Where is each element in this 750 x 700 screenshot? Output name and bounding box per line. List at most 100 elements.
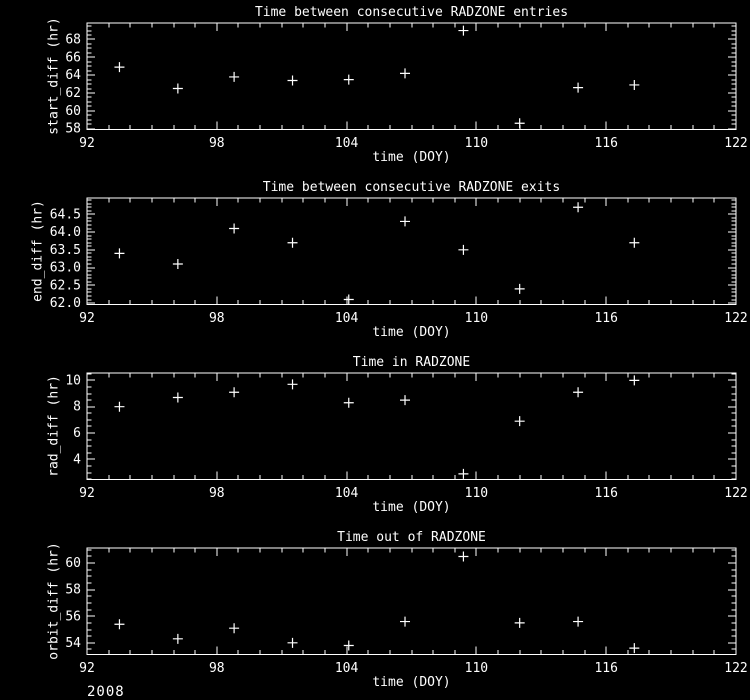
y-tick-label: 58 (65, 583, 81, 598)
plot-box (86, 547, 737, 655)
y-tick-label: 63.0 (50, 261, 81, 276)
data-point-marker (287, 637, 298, 648)
axes-group (86, 22, 737, 130)
y-tick-label: 62 (65, 86, 81, 101)
data-point-marker (400, 616, 411, 627)
labels-group: Time between consecutive RADZONE exits 92… (31, 180, 748, 340)
y-tick-label: 64 (65, 68, 81, 83)
x-axis-label: time (DOY) (372, 325, 450, 340)
data-point-marker (287, 237, 298, 248)
y-tick-label: 4 (73, 452, 81, 467)
y-tick-label: 60 (65, 104, 81, 119)
x-tick-label: 98 (209, 136, 225, 151)
x-tick-label: 122 (724, 661, 747, 676)
y-tick-label: 68 (65, 32, 81, 47)
data-point-marker (400, 216, 411, 227)
x-tick-label: 116 (594, 661, 617, 676)
data-point-marker (573, 616, 584, 627)
data-point-marker (343, 294, 354, 305)
labels-group: Time in RADZONE 92 98 104 110 116 122 4 6 8 10 time… (46, 355, 747, 515)
data-points-group (114, 375, 640, 479)
data-points-group (114, 202, 640, 305)
data-point-marker (400, 395, 411, 406)
data-point-marker (229, 387, 240, 398)
y-tick-label: 62.0 (50, 296, 81, 311)
x-tick-label: 122 (724, 136, 747, 151)
y-tick-label: 6 (73, 426, 81, 441)
data-point-marker (514, 118, 525, 129)
x-tick-label: 92 (79, 661, 95, 676)
x-tick-label: 92 (79, 311, 95, 326)
data-point-marker (114, 248, 125, 259)
axes-group (86, 197, 737, 305)
data-point-marker (514, 416, 525, 427)
plot-title: Time between consecutive RADZONE exits (263, 180, 560, 195)
labels-group: Time between consecutive RADZONE entries… (46, 5, 747, 165)
y-tick-label: 64.5 (50, 207, 81, 222)
data-points-group (114, 25, 640, 129)
data-point-marker (114, 619, 125, 630)
x-tick-label: 104 (335, 136, 359, 151)
axes-group (86, 547, 737, 655)
data-point-marker (114, 62, 125, 73)
data-point-marker (400, 68, 411, 79)
data-point-marker (514, 617, 525, 628)
x-tick-label: 110 (465, 311, 488, 326)
panel-time-out-of-radzone: Time out of RADZONE 92 98 104 110 116 122 54 56 5… (46, 530, 747, 690)
data-point-marker (629, 237, 640, 248)
plot-title: Time between consecutive RADZONE entries (255, 5, 568, 20)
x-tick-label: 98 (209, 661, 225, 676)
labels-group: Time out of RADZONE 92 98 104 110 116 122 54 56 5… (46, 530, 747, 690)
y-tick-label: 64.0 (50, 225, 81, 240)
plot-box (86, 372, 737, 480)
data-point-marker (629, 375, 640, 386)
data-point-marker (343, 640, 354, 651)
data-point-marker (573, 387, 584, 398)
x-tick-label: 104 (335, 486, 359, 501)
data-point-marker (573, 82, 584, 93)
data-point-marker (514, 283, 525, 294)
data-point-marker (229, 223, 240, 234)
data-point-marker (458, 551, 469, 562)
y-tick-label: 63.5 (50, 243, 81, 258)
data-point-marker (629, 79, 640, 90)
plot-box (86, 22, 737, 130)
data-point-marker (629, 643, 640, 654)
x-tick-label: 110 (465, 136, 488, 151)
y-tick-label: 60 (65, 556, 81, 571)
y-tick-label: 8 (73, 400, 81, 415)
x-tick-label: 116 (594, 136, 617, 151)
data-point-marker (458, 25, 469, 36)
y-tick-label: 56 (65, 609, 81, 624)
y-tick-label: 62.5 (50, 278, 81, 293)
x-tick-label: 116 (594, 486, 617, 501)
y-tick-label: 58 (65, 122, 81, 137)
x-tick-label: 98 (209, 311, 225, 326)
y-axis-label: end_diff (hr) (31, 200, 46, 302)
y-axis-label: start_diff (hr) (46, 17, 61, 134)
x-axis-label: time (DOY) (372, 150, 450, 165)
data-point-marker (573, 202, 584, 213)
plot-title: Time in RADZONE (353, 355, 470, 370)
data-point-marker (287, 75, 298, 86)
data-point-marker (172, 83, 183, 94)
x-tick-label: 110 (465, 486, 488, 501)
data-point-marker (458, 244, 469, 255)
y-tick-label: 54 (65, 636, 81, 651)
data-point-marker (172, 392, 183, 403)
x-tick-label: 98 (209, 486, 225, 501)
data-point-marker (287, 379, 298, 390)
y-axis-label: orbit_diff (hr) (46, 542, 61, 659)
data-point-marker (458, 468, 469, 479)
plot-box (86, 197, 737, 305)
x-tick-label: 104 (335, 311, 359, 326)
x-tick-label: 110 (465, 661, 488, 676)
x-tick-label: 92 (79, 486, 95, 501)
plot-title: Time out of RADZONE (337, 530, 486, 545)
axes-group (86, 372, 737, 480)
x-tick-label: 116 (594, 311, 617, 326)
data-point-marker (343, 74, 354, 85)
data-point-marker (172, 633, 183, 644)
y-tick-label: 66 (65, 50, 81, 65)
